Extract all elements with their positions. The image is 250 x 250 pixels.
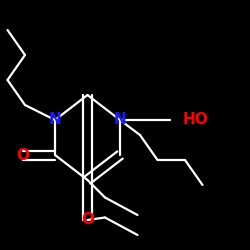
Text: O: O (16, 148, 29, 162)
Text: N: N (48, 112, 62, 128)
Text: HO: HO (182, 112, 208, 128)
Text: N: N (114, 112, 126, 128)
Text: O: O (81, 212, 94, 228)
